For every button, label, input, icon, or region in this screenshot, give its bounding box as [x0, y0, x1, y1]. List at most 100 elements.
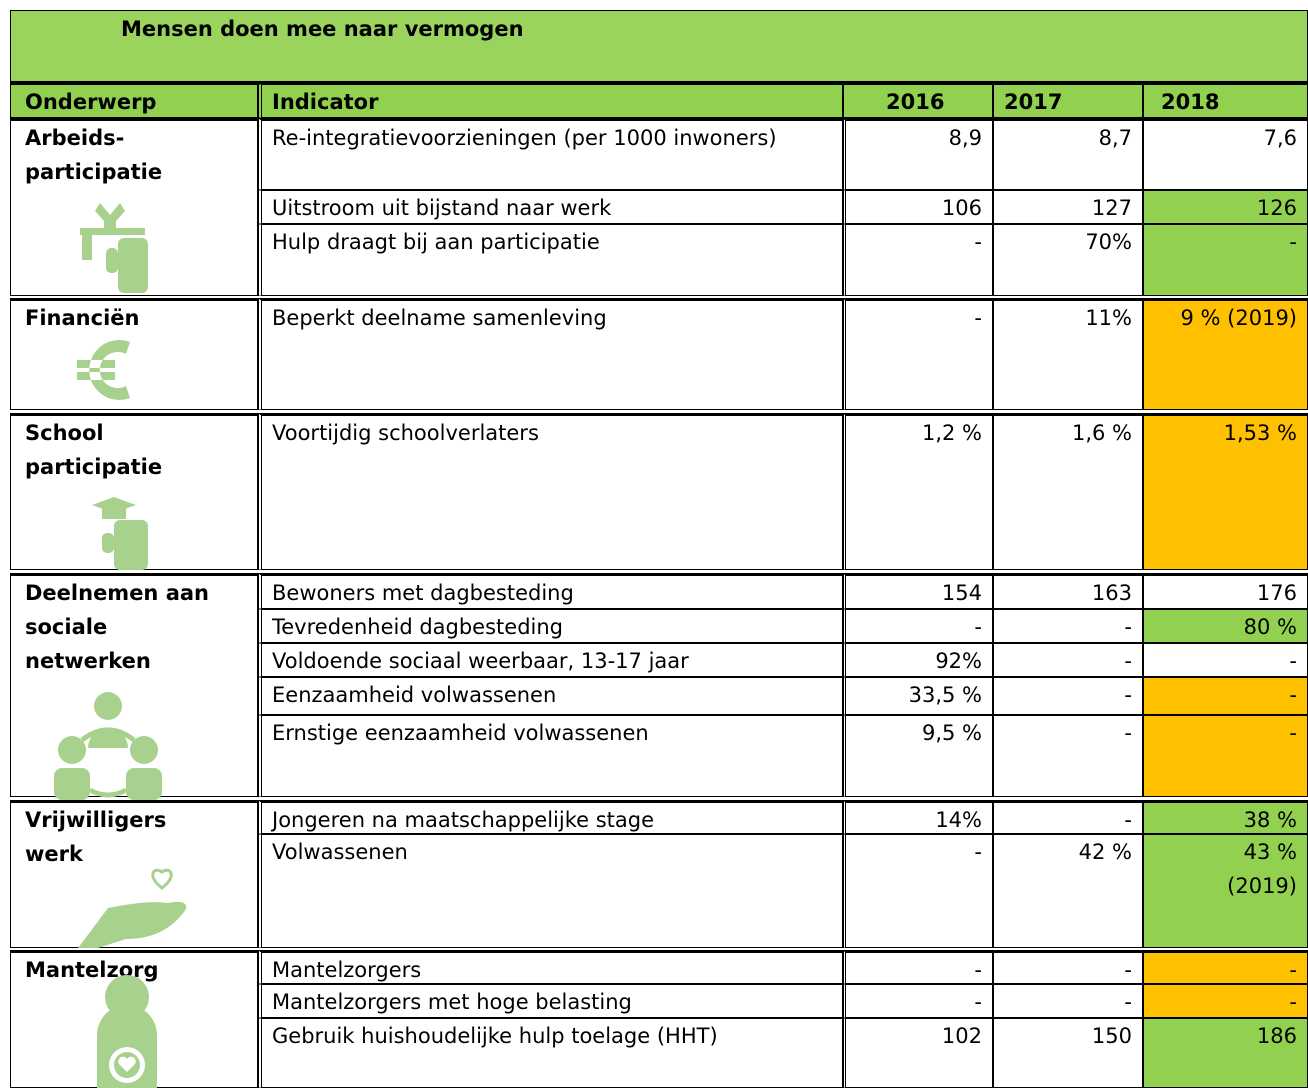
- value-cell: 8,7: [993, 118, 1143, 190]
- indicator-cell: Eenzaamheid volwassenen: [258, 677, 843, 715]
- value-cell: -: [843, 984, 993, 1018]
- value: 150: [1091, 1024, 1132, 1048]
- header-cell: Indicator: [258, 84, 843, 118]
- value-cell: -: [843, 834, 993, 948]
- value-cell: 43 % (2019): [1143, 834, 1308, 948]
- value: -: [974, 615, 982, 639]
- icon-caregiver: [97, 975, 157, 1088]
- value: -: [1289, 649, 1297, 673]
- group-name: participatie: [25, 160, 163, 184]
- value-cell: -: [1143, 984, 1308, 1018]
- indicator: Jongeren na maatschappelijke stage: [272, 808, 655, 832]
- group-name: werk: [25, 842, 83, 866]
- value-cell: 176: [1143, 573, 1308, 609]
- group-cell: Arbeids-participatie: [10, 118, 258, 296]
- value: -: [974, 306, 982, 330]
- value: 8,9: [948, 126, 982, 150]
- icon-network: [54, 692, 162, 800]
- header-text: 2017: [1004, 90, 1063, 114]
- indicator-cell: Re-integratievoorzieningen (per 1000 inw…: [258, 118, 843, 190]
- value: -: [1289, 721, 1297, 745]
- value: -: [1124, 649, 1132, 673]
- indicator: Voortijdig schoolverlaters: [272, 421, 539, 445]
- value-cell: -: [1143, 715, 1308, 797]
- group-name: sociale: [25, 615, 108, 639]
- value: -: [1289, 990, 1297, 1014]
- indicator-cell: Beperkt deelname samenleving: [258, 298, 843, 410]
- value: 126: [1256, 196, 1297, 220]
- value: -: [1124, 958, 1132, 982]
- header-text: Indicator: [272, 90, 379, 114]
- value: 11%: [1085, 306, 1132, 330]
- value-cell: -: [993, 643, 1143, 677]
- group-name: School: [25, 421, 104, 445]
- value: 154: [941, 581, 982, 605]
- value-cell: 126: [1143, 190, 1308, 224]
- value-cell: 80 %: [1143, 609, 1308, 643]
- header-text: 2018: [1161, 90, 1220, 114]
- header-cell: 2016: [843, 84, 993, 118]
- indicator: Ernstige eenzaamheid volwassenen: [272, 721, 649, 745]
- value-cell: 106: [843, 190, 993, 224]
- value-cell: 8,9: [843, 118, 993, 190]
- indicator-cell: Tevredenheid dagbesteding: [258, 609, 843, 643]
- icon-participation: [80, 203, 148, 293]
- value: -: [974, 990, 982, 1014]
- value: (2019): [1227, 874, 1297, 898]
- indicator: Uitstroom uit bijstand naar werk: [272, 196, 612, 220]
- value: 92%: [935, 649, 982, 673]
- value-cell: -: [843, 950, 993, 984]
- value-cell: -: [843, 298, 993, 410]
- value-cell: 127: [993, 190, 1143, 224]
- indicator: Voldoende sociaal weerbaar, 13-17 jaar: [272, 649, 689, 673]
- value-cell: -: [993, 950, 1143, 984]
- value: 186: [1256, 1024, 1297, 1048]
- value-cell: 1,2 %: [843, 413, 993, 570]
- group-name: netwerken: [25, 649, 151, 673]
- header-text: 2016: [886, 90, 945, 114]
- title: Mensen doen mee naar vermogen: [121, 17, 524, 41]
- icon-volunteer: [78, 868, 187, 948]
- value: 1,2 %: [921, 421, 982, 445]
- value-cell: 186: [1143, 1018, 1308, 1088]
- value-cell: -: [1143, 643, 1308, 677]
- icon-euro: [77, 340, 130, 400]
- value: 70%: [1085, 230, 1132, 254]
- value-cell: 150: [993, 1018, 1143, 1088]
- indicator: Tevredenheid dagbesteding: [272, 615, 564, 639]
- value: -: [1289, 958, 1297, 982]
- value: 8,7: [1098, 126, 1132, 150]
- indicator: Eenzaamheid volwassenen: [272, 683, 557, 707]
- indicator: Beperkt deelname samenleving: [272, 306, 607, 330]
- value: 80 %: [1243, 615, 1297, 639]
- value: -: [1124, 615, 1132, 639]
- value-cell: 11%: [993, 298, 1143, 410]
- indicator-cell: Mantelzorgers: [258, 950, 843, 984]
- header-cell: 2017: [993, 84, 1143, 118]
- group-name: Vrijwilligers: [25, 808, 167, 832]
- value: -: [1124, 990, 1132, 1014]
- value: 106: [941, 196, 982, 220]
- header-cell: Onderwerp: [10, 84, 258, 118]
- group-name: Arbeids-: [25, 126, 125, 150]
- value: 102: [941, 1024, 982, 1048]
- value-cell: 1,53 %: [1143, 413, 1308, 570]
- value: 9,5 %: [921, 721, 982, 745]
- indicator-cell: Voldoende sociaal weerbaar, 13-17 jaar: [258, 643, 843, 677]
- value-cell: -: [993, 609, 1143, 643]
- indicator: Bewoners met dagbesteding: [272, 581, 574, 605]
- value-cell: 42 %: [993, 834, 1143, 948]
- value: 127: [1091, 196, 1132, 220]
- indicator: Gebruik huishoudelijke hulp toelage (HHT…: [272, 1024, 718, 1048]
- value-cell: 154: [843, 573, 993, 609]
- value: -: [974, 840, 982, 864]
- value-cell: 33,5 %: [843, 677, 993, 715]
- value-cell: 9 % (2019): [1143, 298, 1308, 410]
- value: 176: [1256, 581, 1297, 605]
- value-cell: -: [993, 677, 1143, 715]
- indicator: Mantelzorgers met hoge belasting: [272, 990, 632, 1014]
- value: -: [974, 230, 982, 254]
- indicator-cell: Jongeren na maatschappelijke stage: [258, 800, 843, 834]
- value: 14%: [935, 808, 982, 832]
